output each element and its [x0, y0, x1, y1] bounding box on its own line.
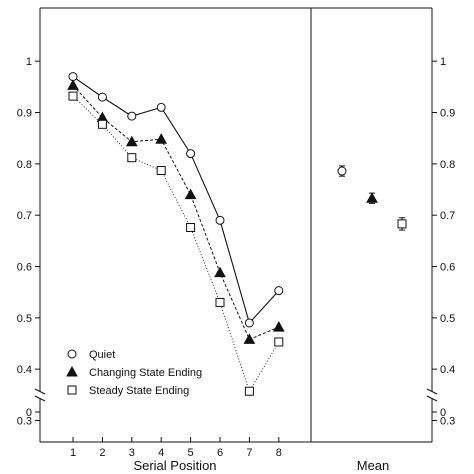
x-tick-label: 5 [188, 447, 194, 459]
series-3-point [215, 297, 225, 307]
series-3-point [186, 222, 196, 232]
right-y-tick-label: 0.7 [440, 210, 455, 222]
left-y-tick-label: 0.7 [17, 210, 32, 222]
mean-point-3 [397, 219, 407, 229]
right-y-tick-label: 0.4 [440, 364, 455, 376]
mean-label: Mean [357, 458, 390, 473]
right-axis-break-mark [426, 388, 438, 395]
left-y-tick-label: 0.9 [17, 108, 32, 120]
right-y-tick-label: 0.9 [440, 108, 455, 120]
right-y-tick-label: 0 [440, 407, 446, 419]
left-y-tick-label: 0.3 [17, 416, 32, 428]
series-2-point [184, 188, 197, 200]
right-y-tick-label: 0.5 [440, 313, 455, 325]
series-3-point [127, 153, 137, 163]
x-tick-label: 2 [99, 447, 105, 459]
series-1-point [215, 215, 225, 225]
x-tick-label: 6 [217, 447, 223, 459]
x-tick-label: 1 [70, 447, 76, 459]
left-y-tick-label: 0.8 [17, 159, 32, 171]
series-2-point [67, 79, 79, 90]
right-axis-break-mark [426, 395, 438, 402]
series-2-point [272, 321, 285, 332]
right-y-tick-label: 0.8 [440, 159, 455, 171]
legend-label-1: Quiet [89, 349, 115, 361]
series-3-point [156, 166, 166, 176]
series-1-point [244, 318, 254, 328]
left-y-tick-label: 0.4 [17, 364, 32, 376]
right-y-tick-label: 1 [440, 56, 446, 68]
right-y-tick-label: 0.6 [440, 262, 455, 274]
mean-point-1 [337, 166, 347, 176]
series-2-point [214, 266, 226, 278]
series-1-point [97, 92, 107, 102]
right-y-tick-label: 0.3 [440, 416, 455, 428]
series-3-point [244, 386, 254, 396]
x-axis: 1 2 3 4 5 6 7 8 [70, 437, 282, 459]
series-1-point [156, 102, 166, 112]
series-layer [67, 72, 285, 396]
left-axis-break-mark [34, 388, 46, 395]
legend-label-2: Changing State Ending [89, 367, 202, 379]
legend-marker-1 [67, 349, 77, 359]
series-line-1 [72, 76, 280, 325]
series-2-point [243, 333, 256, 344]
series-1-point [186, 149, 196, 159]
series-1-point [274, 286, 284, 296]
series-line-3 [72, 95, 280, 393]
legend: Quiet Changing State Ending Steady State E… [66, 349, 202, 397]
means-layer [337, 165, 407, 231]
y-axis-left: 1 0.9 0.8 0.7 0.6 0.5 0.4 0.30 [17, 8, 46, 442]
plot-frame [40, 7, 432, 443]
mean-point-2 [366, 192, 378, 203]
left-axis-break-mark [34, 395, 46, 402]
left-y-tick-label: 0.6 [17, 262, 32, 274]
left-y-tick-label: 1 [26, 56, 32, 68]
series-3-point [97, 119, 107, 129]
legend-marker-3 [67, 385, 77, 395]
series-2-point [155, 133, 168, 144]
y-axis-right: 1 0.9 0.8 0.7 0.6 0.5 0.4 0.30 [426, 8, 455, 442]
left-y-tick-label: 0.5 [17, 313, 32, 325]
series-2-point [125, 135, 138, 147]
x-tick-label: 4 [158, 447, 164, 459]
legend-label-3: Steady State Ending [89, 385, 189, 397]
legend-marker-2 [66, 365, 78, 377]
x-tick-label: 3 [129, 447, 135, 459]
left-y-tick-label: 0 [26, 407, 32, 419]
series-3-point [68, 91, 78, 101]
series-3-point [274, 337, 284, 347]
x-tick-label: 8 [276, 447, 282, 459]
series-1-point [127, 111, 137, 121]
x-axis-label: Serial Position [133, 458, 216, 473]
x-tick-label: 7 [246, 447, 252, 459]
